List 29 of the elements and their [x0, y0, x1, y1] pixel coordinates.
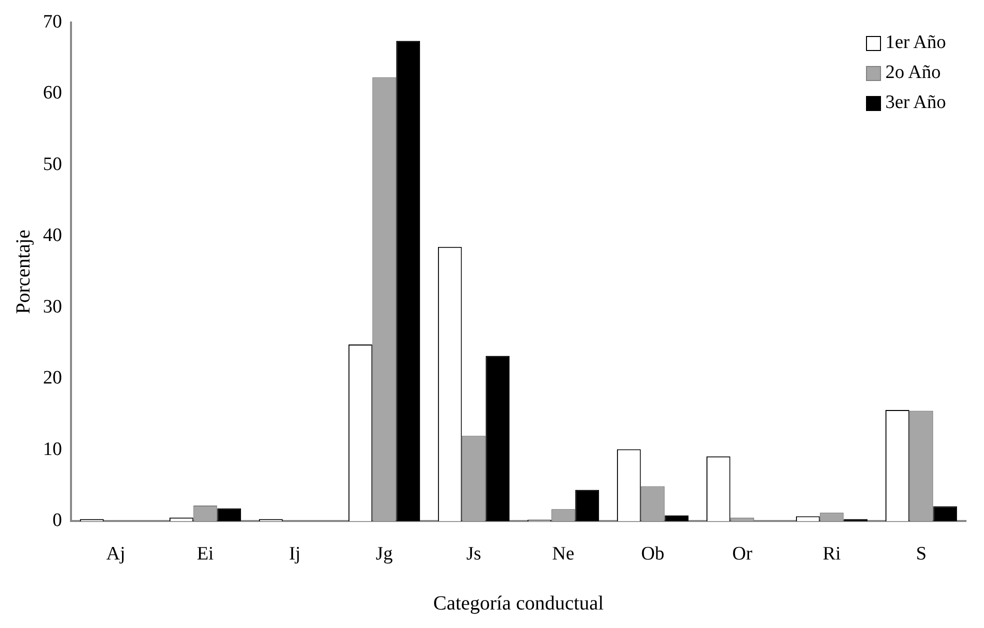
y-tick-label: 20 [43, 368, 62, 389]
x-tick-label: Ei [196, 544, 214, 565]
x-tick-label: Ri [822, 544, 841, 565]
bar [575, 490, 600, 522]
x-tick-label: Jg [376, 544, 394, 565]
y-tick-label: 50 [43, 154, 62, 175]
y-tick-label: 70 [43, 11, 62, 32]
legend-label: 1er Año [885, 32, 946, 54]
bar [486, 356, 510, 522]
x-tick-label: Ob [641, 544, 664, 565]
y-tick-label: 0 [52, 510, 62, 532]
x-tick-label: S [916, 544, 927, 565]
x-tick-label: Ij [288, 544, 301, 565]
y-axis-title: Porcentaje [12, 229, 34, 314]
bar [664, 516, 689, 522]
bar [933, 506, 958, 522]
x-tick-label: Aj [106, 544, 126, 565]
y-tick-label: 40 [43, 225, 62, 246]
y-tick-label: 10 [43, 438, 62, 460]
x-tick-label: Or [732, 544, 753, 565]
bar [396, 40, 420, 522]
legend-label: 3er Año [885, 92, 946, 114]
bar [217, 508, 242, 522]
x-tick-label: Ne [552, 544, 574, 565]
x-axis-title: Categoría conductual [433, 592, 604, 614]
legend-label: 2o Año [885, 62, 941, 84]
y-tick-label: 30 [43, 296, 62, 318]
x-tick-label: Js [466, 544, 482, 565]
y-tick-label: 60 [43, 82, 62, 104]
